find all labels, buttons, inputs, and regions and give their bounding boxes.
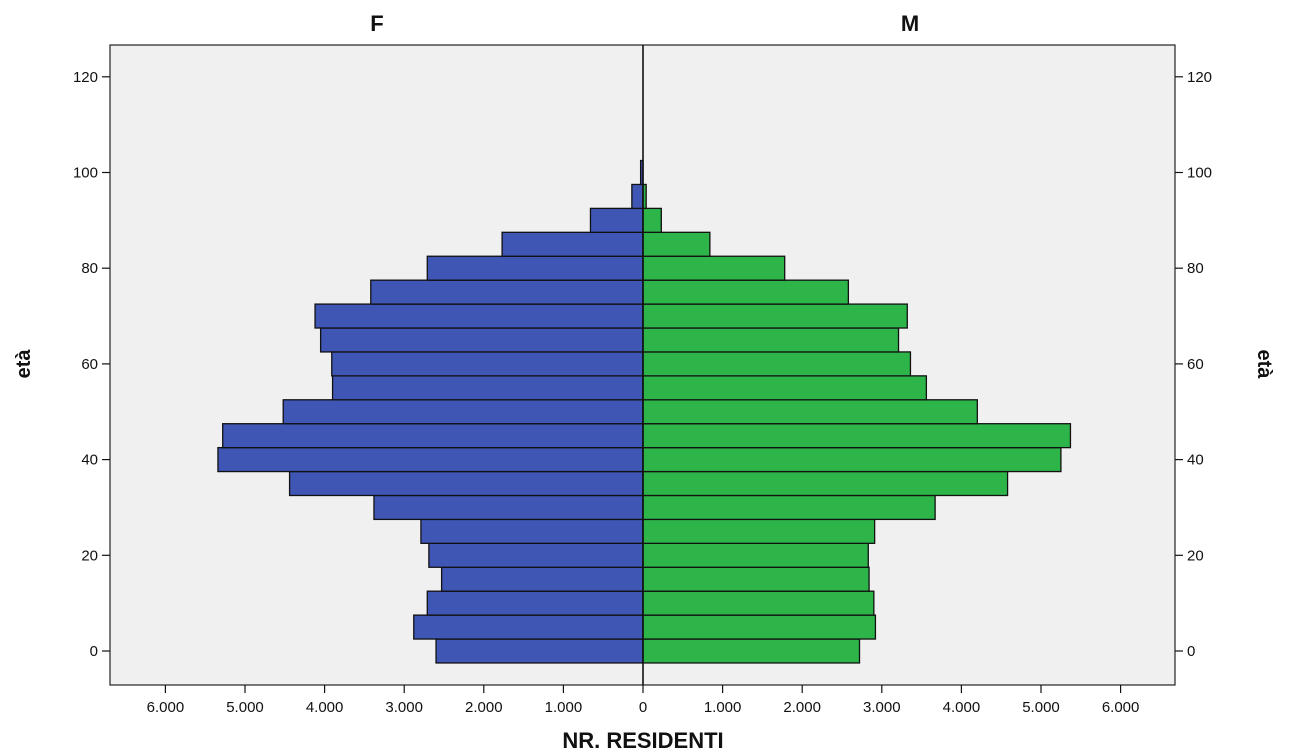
x-tick-label-0: 6.000 xyxy=(147,699,185,716)
y-tick-label-right-100: 100 xyxy=(1187,165,1212,182)
bar-female-0 xyxy=(435,638,644,664)
y-tick-label-right-20: 20 xyxy=(1187,547,1204,564)
x-tick-label-6: 0 xyxy=(639,699,647,716)
x-tick-label-8: 2.000 xyxy=(783,699,821,716)
bar-male-80 xyxy=(642,255,786,281)
y-tick-label-left-20: 20 xyxy=(81,547,98,564)
y-tick-label-left-60: 60 xyxy=(81,356,98,373)
x-tick-label-4: 2.000 xyxy=(465,699,503,716)
bar-female-15 xyxy=(440,566,644,592)
bar-male-65 xyxy=(642,327,900,353)
bar-female-50 xyxy=(282,399,644,425)
bar-female-5 xyxy=(413,614,644,640)
bar-female-95 xyxy=(631,183,644,210)
bar-female-45 xyxy=(222,423,644,449)
bar-female-85 xyxy=(501,231,644,257)
bar-male-90 xyxy=(642,207,662,233)
bar-female-40 xyxy=(217,446,644,473)
bar-female-35 xyxy=(288,470,644,497)
y-tick-label-left-0: 0 xyxy=(90,643,98,660)
x-tick-label-3: 3.000 xyxy=(385,699,423,716)
y-tick-label-left-120: 120 xyxy=(73,69,98,86)
bar-male-10 xyxy=(642,590,875,616)
y-tick-label-right-120: 120 xyxy=(1187,69,1212,86)
bar-male-15 xyxy=(642,566,870,592)
female-side-title: F xyxy=(370,11,383,36)
x-tick-label-11: 5.000 xyxy=(1022,699,1060,716)
bar-male-50 xyxy=(642,399,978,425)
bar-female-70 xyxy=(314,303,644,329)
y-tick-label-left-80: 80 xyxy=(81,260,98,277)
bar-female-55 xyxy=(331,375,644,401)
x-tick-label-9: 3.000 xyxy=(863,699,901,716)
bar-male-40 xyxy=(642,446,1062,473)
x-axis-title: NR. RESIDENTI xyxy=(562,728,723,753)
y-tick-label-right-40: 40 xyxy=(1187,452,1204,469)
bar-male-5 xyxy=(642,614,877,640)
bar-female-30 xyxy=(373,494,644,521)
bar-male-70 xyxy=(642,303,908,329)
x-tick-label-5: 1.000 xyxy=(545,699,583,716)
y-axis-title-left: età xyxy=(13,349,35,379)
x-tick-label-2: 4.000 xyxy=(306,699,344,716)
x-tick-label-10: 4.000 xyxy=(943,699,981,716)
bar-male-20 xyxy=(642,542,869,568)
bar-female-10 xyxy=(426,590,644,616)
bar-female-20 xyxy=(428,542,644,568)
y-tick-label-right-80: 80 xyxy=(1187,260,1204,277)
bar-female-60 xyxy=(331,351,644,377)
bar-male-55 xyxy=(642,375,928,401)
y-axis-title-right: età xyxy=(1253,349,1275,379)
bar-male-35 xyxy=(642,470,1009,497)
x-tick-label-1: 5.000 xyxy=(226,699,264,716)
bar-female-65 xyxy=(319,327,644,353)
bar-male-0 xyxy=(642,638,861,664)
bar-male-30 xyxy=(642,494,936,521)
bar-male-45 xyxy=(642,423,1072,449)
bar-male-85 xyxy=(642,231,711,257)
x-tick-label-7: 1.000 xyxy=(704,699,742,716)
bar-male-60 xyxy=(642,351,912,377)
bar-female-90 xyxy=(589,207,644,233)
y-tick-label-right-60: 60 xyxy=(1187,356,1204,373)
bar-male-25 xyxy=(642,518,876,544)
y-tick-label-left-100: 100 xyxy=(73,165,98,182)
bar-female-75 xyxy=(370,279,644,305)
axes-group: 0 0 20 20 40 40 60 60 80 80 100 100 120 120 6.000 5.000… xyxy=(73,69,1212,716)
bar-female-25 xyxy=(420,518,644,544)
bar-female-80 xyxy=(426,255,644,281)
bar-male-75 xyxy=(642,279,850,305)
x-tick-label-12: 6.000 xyxy=(1102,699,1140,716)
male-side-title: M xyxy=(901,11,919,36)
y-tick-label-right-0: 0 xyxy=(1187,643,1195,660)
bars-group xyxy=(217,159,1072,664)
y-tick-label-left-40: 40 xyxy=(81,452,98,469)
